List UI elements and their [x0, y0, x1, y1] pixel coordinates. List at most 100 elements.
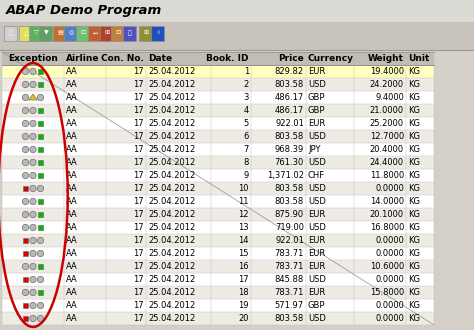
FancyBboxPatch shape: [2, 65, 434, 78]
FancyBboxPatch shape: [89, 25, 101, 41]
Text: 25.04.2012: 25.04.2012: [148, 184, 195, 193]
Text: 11: 11: [238, 197, 249, 206]
FancyBboxPatch shape: [2, 273, 434, 286]
Text: KG: KG: [408, 249, 420, 258]
Text: 📊: 📊: [128, 30, 132, 36]
FancyBboxPatch shape: [2, 143, 434, 156]
Text: Book. ID: Book. ID: [207, 54, 249, 63]
Text: 25.04.2012: 25.04.2012: [148, 93, 195, 102]
Text: ▤: ▤: [57, 30, 63, 36]
FancyBboxPatch shape: [23, 277, 28, 282]
Text: 25.04.2012: 25.04.2012: [148, 288, 195, 297]
Text: 25.04.2012: 25.04.2012: [148, 67, 195, 76]
Text: AA: AA: [66, 275, 78, 284]
Text: 25.04.2012: 25.04.2012: [148, 119, 195, 128]
Circle shape: [30, 250, 36, 257]
Text: 25.04.2012: 25.04.2012: [148, 132, 195, 141]
Text: 16: 16: [238, 262, 249, 271]
Text: AA: AA: [66, 158, 78, 167]
FancyBboxPatch shape: [38, 290, 43, 295]
Text: 0.0000: 0.0000: [375, 275, 404, 284]
FancyBboxPatch shape: [2, 169, 434, 182]
FancyBboxPatch shape: [38, 121, 43, 126]
FancyBboxPatch shape: [2, 156, 434, 169]
Text: 25.04.2012: 25.04.2012: [148, 171, 195, 180]
Text: Exception: Exception: [8, 54, 58, 63]
Text: 829.82: 829.82: [275, 67, 304, 76]
Text: 803.58: 803.58: [275, 197, 304, 206]
Text: KG: KG: [408, 210, 420, 219]
Text: 25.04.2012: 25.04.2012: [148, 301, 195, 310]
Text: 761.30: 761.30: [275, 158, 304, 167]
Circle shape: [30, 146, 36, 153]
Text: KG: KG: [408, 184, 420, 193]
Circle shape: [37, 250, 44, 257]
Circle shape: [30, 289, 36, 296]
Text: 10: 10: [238, 184, 249, 193]
Text: KG: KG: [408, 67, 420, 76]
Text: 719.00: 719.00: [275, 223, 304, 232]
Text: 0.0000: 0.0000: [375, 301, 404, 310]
Text: 7: 7: [244, 145, 249, 154]
Text: JPY: JPY: [308, 145, 320, 154]
FancyBboxPatch shape: [111, 25, 125, 41]
Text: AA: AA: [66, 119, 78, 128]
FancyBboxPatch shape: [2, 104, 434, 117]
Text: 1: 1: [244, 67, 249, 76]
FancyBboxPatch shape: [23, 251, 28, 256]
Circle shape: [30, 237, 36, 244]
Text: 803.58: 803.58: [275, 132, 304, 141]
Text: 17: 17: [133, 314, 144, 323]
Circle shape: [30, 172, 36, 179]
Text: 9.4000: 9.4000: [375, 93, 404, 102]
Circle shape: [37, 185, 44, 192]
Text: 25.04.2012: 25.04.2012: [148, 314, 195, 323]
FancyBboxPatch shape: [2, 247, 434, 260]
Text: 14.0000: 14.0000: [370, 197, 404, 206]
Text: 17: 17: [133, 184, 144, 193]
Text: USD: USD: [308, 275, 326, 284]
Text: 803.58: 803.58: [275, 80, 304, 89]
Text: ▽: ▽: [34, 30, 38, 36]
Text: 845.88: 845.88: [275, 275, 304, 284]
Text: EUR: EUR: [308, 210, 325, 219]
Text: KG: KG: [408, 80, 420, 89]
Text: 25.04.2012: 25.04.2012: [148, 249, 195, 258]
Text: 19: 19: [238, 301, 249, 310]
Text: 783.71: 783.71: [274, 262, 304, 271]
Text: 17: 17: [133, 262, 144, 271]
Circle shape: [30, 224, 36, 231]
Circle shape: [30, 159, 36, 166]
Text: EUR: EUR: [308, 236, 325, 245]
Text: USD: USD: [308, 197, 326, 206]
Circle shape: [30, 107, 36, 114]
FancyBboxPatch shape: [76, 25, 90, 41]
Text: KG: KG: [408, 197, 420, 206]
FancyBboxPatch shape: [29, 25, 43, 41]
FancyBboxPatch shape: [2, 78, 434, 91]
Text: ◎: ◎: [68, 30, 74, 36]
Text: 25.04.2012: 25.04.2012: [148, 145, 195, 154]
Text: 17: 17: [238, 275, 249, 284]
Circle shape: [22, 198, 29, 205]
Text: 24.4000: 24.4000: [370, 158, 404, 167]
Circle shape: [37, 94, 44, 101]
FancyBboxPatch shape: [38, 173, 43, 178]
Circle shape: [22, 107, 29, 114]
Text: KG: KG: [408, 171, 420, 180]
FancyBboxPatch shape: [2, 130, 434, 143]
Text: Date: Date: [148, 54, 172, 63]
Text: 6: 6: [244, 132, 249, 141]
Circle shape: [22, 81, 29, 88]
Circle shape: [30, 198, 36, 205]
Text: 25.04.2012: 25.04.2012: [148, 106, 195, 115]
Text: KG: KG: [408, 145, 420, 154]
Text: Con. No.: Con. No.: [101, 54, 144, 63]
Text: Unit: Unit: [408, 54, 429, 63]
FancyBboxPatch shape: [38, 82, 43, 87]
FancyBboxPatch shape: [23, 316, 28, 321]
Text: 10.6000: 10.6000: [370, 262, 404, 271]
Text: AA: AA: [66, 223, 78, 232]
Text: KG: KG: [408, 93, 420, 102]
Text: AA: AA: [66, 301, 78, 310]
